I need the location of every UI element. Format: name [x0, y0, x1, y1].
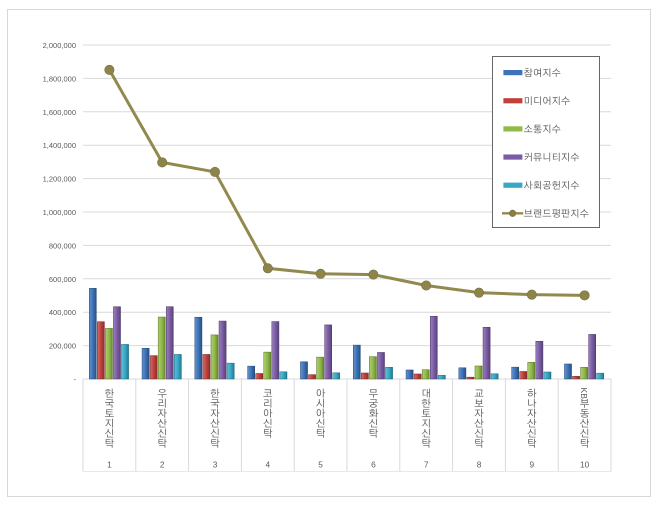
svg-text:200,000: 200,000 [49, 342, 76, 351]
svg-text:KB: KB [579, 388, 589, 400]
svg-text:3: 3 [213, 460, 218, 470]
svg-text:10: 10 [580, 460, 590, 470]
svg-text:2,000,000: 2,000,000 [43, 41, 76, 50]
svg-text:1,400,000: 1,400,000 [43, 141, 76, 150]
svg-text:4: 4 [265, 460, 270, 470]
svg-text:1: 1 [107, 460, 112, 470]
svg-text:6: 6 [371, 460, 376, 470]
svg-text:400,000: 400,000 [49, 308, 76, 317]
svg-text:1,000,000: 1,000,000 [43, 208, 76, 217]
svg-text:8: 8 [477, 460, 482, 470]
svg-text:5: 5 [318, 460, 323, 470]
svg-text:1,200,000: 1,200,000 [43, 175, 76, 184]
svg-text:1,600,000: 1,600,000 [43, 108, 76, 117]
svg-text:7: 7 [424, 460, 429, 470]
svg-text:800,000: 800,000 [49, 241, 76, 250]
svg-text:600,000: 600,000 [49, 275, 76, 284]
svg-text:9: 9 [529, 460, 534, 470]
svg-text:1,800,000: 1,800,000 [43, 74, 76, 83]
svg-text:2: 2 [160, 460, 165, 470]
svg-text:-: - [74, 375, 77, 384]
